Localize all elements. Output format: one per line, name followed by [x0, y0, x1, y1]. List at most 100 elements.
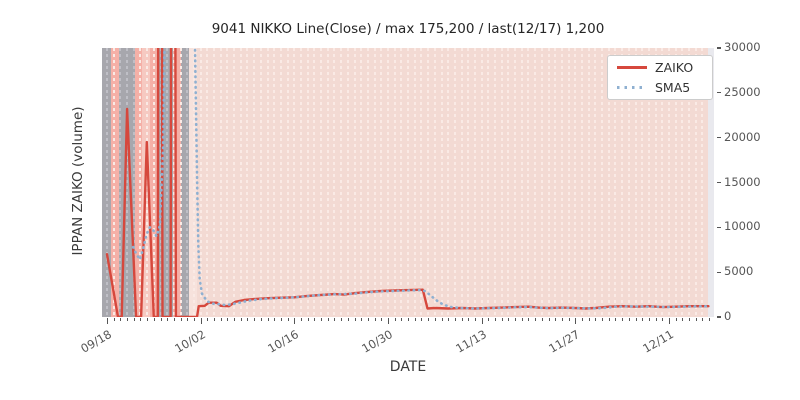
- x-minor-tick: [428, 318, 430, 321]
- x-minor-tick: [227, 318, 229, 321]
- day-gridline: [407, 48, 410, 317]
- day-gridline: [527, 48, 530, 317]
- y-tick-label: 15000: [724, 174, 761, 189]
- x-minor-tick: [642, 318, 644, 321]
- x-minor-tick: [555, 318, 557, 321]
- x-minor-tick: [535, 318, 537, 321]
- day-gridline: [340, 48, 343, 317]
- x-minor-tick: [113, 318, 115, 321]
- x-major-tick: [387, 318, 389, 324]
- y-tick-label: 30000: [724, 40, 761, 54]
- x-minor-tick: [675, 318, 677, 321]
- day-gridline: [233, 48, 236, 317]
- x-minor-tick: [622, 318, 624, 321]
- y-tick-label: 10000: [724, 219, 761, 234]
- day-gridline: [152, 48, 155, 317]
- x-major-tick: [481, 318, 483, 324]
- x-minor-tick: [314, 318, 316, 321]
- x-minor-tick: [254, 318, 256, 321]
- x-minor-tick: [615, 318, 617, 321]
- x-minor-tick: [508, 318, 510, 321]
- y-tick: [717, 47, 721, 49]
- day-gridline: [306, 48, 309, 317]
- day-gridline: [621, 48, 624, 317]
- x-minor-tick: [187, 318, 189, 321]
- legend: ZAIKO SMA5: [607, 55, 713, 100]
- day-gridline: [400, 48, 403, 317]
- day-gridline: [467, 48, 470, 317]
- day-gridline: [386, 48, 389, 317]
- day-gridline: [126, 48, 129, 317]
- x-major-tick: [294, 318, 296, 324]
- day-gridline: [346, 48, 349, 317]
- day-gridline: [627, 48, 630, 317]
- x-minor-tick: [581, 318, 583, 321]
- x-minor-tick: [541, 318, 543, 321]
- x-minor-tick: [321, 318, 323, 321]
- day-gridline: [106, 48, 108, 317]
- band-gray: [180, 48, 189, 317]
- day-gridline: [286, 48, 289, 317]
- day-gridline: [226, 48, 229, 317]
- sma5-line: [131, 48, 710, 310]
- x-minor-tick: [401, 318, 403, 321]
- x-minor-tick: [474, 318, 476, 321]
- x-minor-tick: [588, 318, 590, 321]
- x-minor-tick: [341, 318, 343, 321]
- day-gridline: [654, 48, 657, 317]
- day-gridline: [179, 48, 182, 317]
- x-minor-tick: [347, 318, 349, 321]
- x-minor-tick: [394, 318, 396, 321]
- day-gridline: [453, 48, 456, 317]
- x-minor-tick: [173, 318, 175, 321]
- x-minor-tick: [709, 318, 711, 321]
- zaiko-line-sample: [617, 66, 647, 70]
- x-minor-tick: [280, 318, 282, 321]
- day-gridline: [514, 48, 517, 317]
- day-gridline: [300, 48, 302, 317]
- x-minor-tick: [488, 318, 490, 321]
- day-gridline: [380, 48, 383, 317]
- legend-label-sma5: SMA5: [655, 79, 691, 95]
- day-gridline: [473, 48, 476, 317]
- day-gridline: [172, 48, 175, 317]
- legend-label-zaiko: ZAIKO: [655, 60, 694, 76]
- day-gridline: [667, 48, 670, 317]
- x-minor-tick: [602, 318, 604, 321]
- series-plot: [105, 48, 710, 317]
- day-gridline: [574, 48, 577, 317]
- day-gridline: [159, 48, 162, 317]
- x-minor-tick: [287, 318, 289, 321]
- day-gridline: [560, 48, 563, 317]
- x-minor-tick: [454, 318, 456, 321]
- x-minor-tick: [448, 318, 450, 321]
- day-gridline: [701, 48, 704, 317]
- x-minor-tick: [127, 318, 129, 321]
- legend-item-zaiko: ZAIKO: [608, 60, 712, 75]
- day-gridline: [507, 48, 510, 317]
- x-minor-tick: [133, 318, 135, 321]
- x-major-tick: [107, 318, 108, 324]
- x-minor-tick: [147, 318, 149, 321]
- x-minor-tick: [648, 318, 650, 321]
- day-gridline: [413, 48, 416, 317]
- x-minor-tick: [595, 318, 597, 321]
- day-gridline: [447, 48, 450, 317]
- x-minor-tick: [160, 318, 162, 321]
- day-gridline: [540, 48, 543, 317]
- x-minor-tick: [434, 318, 436, 321]
- legend-item-sma5: SMA5: [608, 80, 712, 95]
- day-gridline: [520, 48, 523, 317]
- x-minor-tick: [301, 318, 302, 321]
- day-gridline: [420, 48, 423, 317]
- day-gridline: [427, 48, 430, 317]
- y-tick: [717, 137, 721, 139]
- x-minor-tick: [501, 318, 503, 321]
- x-minor-tick: [702, 318, 704, 321]
- y-tick: [717, 181, 721, 184]
- day-gridline: [393, 48, 396, 317]
- x-minor-tick: [381, 318, 383, 321]
- x-minor-tick: [367, 318, 369, 321]
- x-minor-tick: [153, 318, 155, 321]
